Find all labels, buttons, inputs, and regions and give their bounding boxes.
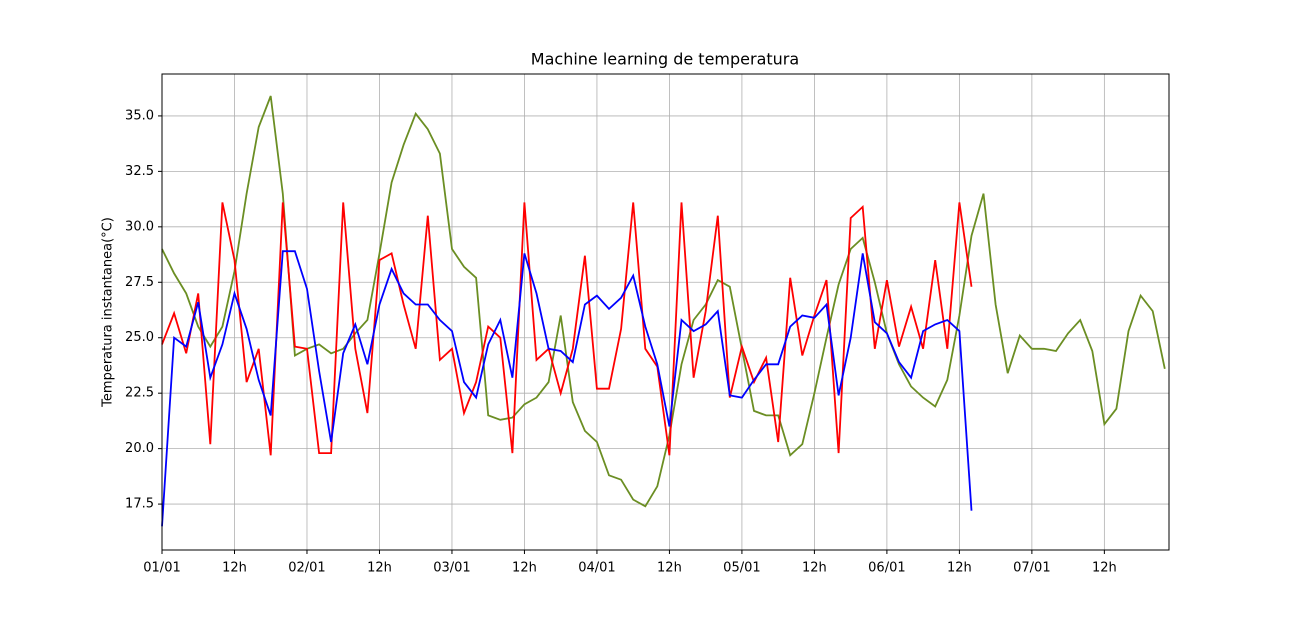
y-axis-label: Temperatura instantanea(°C) (101, 217, 116, 408)
y-tick-label: 20.0 (125, 441, 154, 456)
y-tick-label: 30.0 (125, 219, 154, 234)
y-tick-label: 17.5 (125, 497, 154, 512)
y-tick-label: 32.5 (125, 164, 154, 179)
y-tick-label: 27.5 (125, 275, 154, 290)
x-tick-label: 12h (802, 561, 827, 576)
x-tick-label: 07/01 (1013, 561, 1050, 576)
plot-frame (161, 73, 1170, 551)
data-line (161, 202, 973, 456)
x-tick-label: 03/01 (433, 561, 470, 576)
y-tick-label: 35.0 (125, 108, 154, 123)
x-tick-label: 04/01 (578, 561, 615, 576)
x-tick-label: 12h (947, 561, 972, 576)
data-line (161, 95, 1166, 508)
x-tick-label: 02/01 (288, 561, 325, 576)
x-tick-label: 06/01 (868, 561, 905, 576)
x-tick-label: 01/01 (143, 561, 180, 576)
x-tick-label: 12h (512, 561, 537, 576)
x-tick-label: 12h (222, 561, 247, 576)
y-tick-label: 22.5 (125, 386, 154, 401)
x-tick-label: 05/01 (723, 561, 760, 576)
x-tick-label: 12h (367, 561, 392, 576)
chart-title: Machine learning de temperatura (531, 50, 799, 69)
x-tick-label: 12h (1092, 561, 1117, 576)
data-line (161, 250, 973, 527)
y-tick-label: 25.0 (125, 330, 154, 345)
x-tick-label: 12h (657, 561, 682, 576)
